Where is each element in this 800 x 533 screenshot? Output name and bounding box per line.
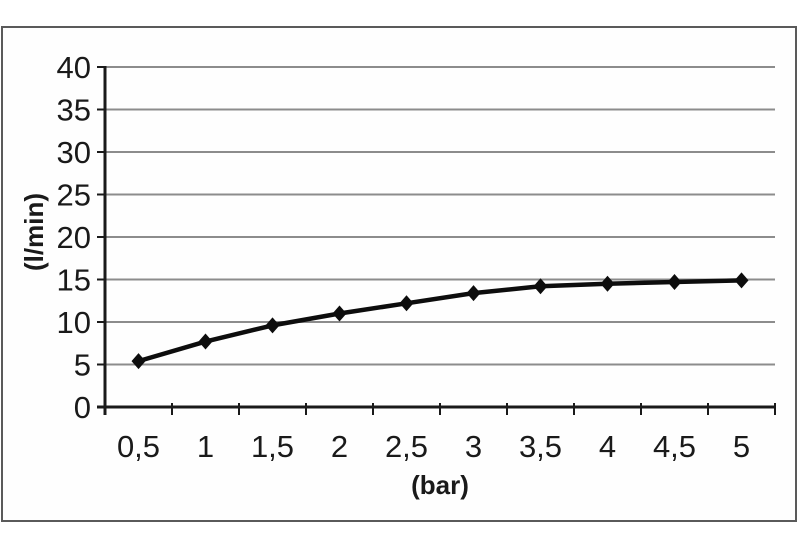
x-axis-title: (bar): [411, 470, 469, 500]
data-point-marker: [131, 353, 146, 370]
data-line: [136, 278, 744, 364]
x-tick-label: 2: [331, 429, 348, 464]
data-point-marker: [533, 278, 548, 295]
data-point-marker: [667, 274, 682, 291]
y-tick-label: 5: [74, 348, 91, 383]
y-tick-label: 0: [74, 390, 91, 425]
x-tick-label: 1: [197, 429, 214, 464]
y-tick-label: 15: [57, 263, 91, 298]
x-tick-label: 4: [599, 429, 616, 464]
y-tick-label: 10: [57, 305, 91, 340]
x-tick-label: 0,5: [117, 429, 160, 464]
data-point-marker: [466, 285, 481, 302]
y-tick-label: 25: [57, 178, 91, 213]
data-point-marker: [399, 295, 414, 312]
data-point-marker: [600, 275, 615, 292]
data-point-marker: [734, 272, 749, 289]
x-tick-label: 4,5: [653, 429, 696, 464]
y-axis-title: (l/min): [19, 193, 49, 271]
x-tick-label: 5: [733, 429, 750, 464]
data-point-marker: [265, 317, 280, 334]
y-tick-label: 20: [57, 220, 91, 255]
x-tick-label: 2,5: [385, 429, 428, 464]
x-tick-label: 1,5: [251, 429, 294, 464]
data-point-marker: [332, 305, 347, 322]
y-tick-label: 35: [57, 93, 91, 128]
y-tick-label: 40: [57, 50, 91, 85]
x-tick-label: 3,5: [519, 429, 562, 464]
x-tick-label: 3: [465, 429, 482, 464]
y-tick-label: 30: [57, 135, 91, 170]
data-point-marker: [198, 333, 213, 350]
